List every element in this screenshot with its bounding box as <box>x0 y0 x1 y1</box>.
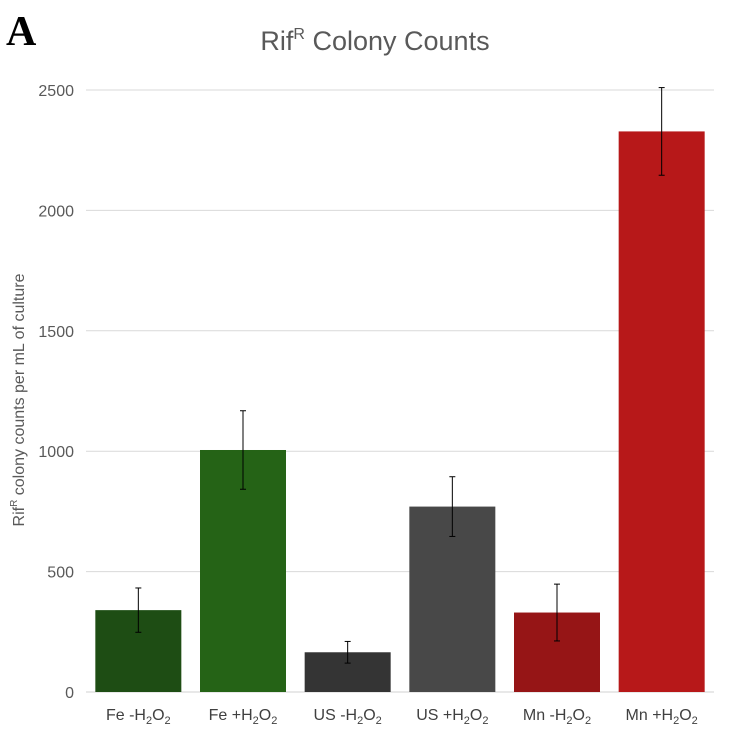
y-tick-label: 1500 <box>38 324 74 341</box>
x-tick-label-subscript: 2 <box>253 715 259 727</box>
y-axis-label-rest: colony counts per mL of culture <box>11 273 28 499</box>
error-bars <box>135 87 665 664</box>
x-tick-label-subscript: 2 <box>165 715 171 727</box>
gridlines <box>86 89 714 693</box>
x-tick-label-subscript: 2 <box>464 715 470 727</box>
x-tick-label: Fe -H2O2 <box>106 707 171 727</box>
chart-title: RifR Colony Counts <box>260 26 489 56</box>
y-axis-label: RifR colony counts per mL of culture <box>9 273 28 526</box>
y-axis-label-main: Rif <box>11 506 28 526</box>
y-tick-label: 2000 <box>38 203 74 220</box>
chart-title-superscript: R <box>293 26 305 43</box>
x-tick-label-subscript: 2 <box>673 715 679 727</box>
panel-label: A <box>6 9 37 55</box>
chart-title-rest: Colony Counts <box>305 26 490 56</box>
x-tick-label-text: O <box>470 707 482 724</box>
x-tick-label-subscript: 2 <box>692 715 698 727</box>
y-tick-labels: 0 500 1000 1500 2000 2500 <box>38 83 74 702</box>
bars <box>95 131 705 692</box>
x-tick-label-text: O <box>152 707 164 724</box>
chart-title-main: Rif <box>260 26 293 56</box>
x-tick-label: Fe +H2O2 <box>209 707 278 727</box>
x-tick-label-subscript: 2 <box>357 715 363 727</box>
x-tick-label-subscript: 2 <box>566 715 572 727</box>
x-tick-labels: Fe -H2O2 Fe +H2O2 US -H2O2 US +H2O2 Mn -H2O2… <box>106 707 698 727</box>
x-tick-label: US +H2O2 <box>416 707 488 727</box>
x-tick-label-text: Mn -H <box>523 707 567 724</box>
bar <box>618 131 705 692</box>
y-axis-label-superscript: R <box>9 500 20 507</box>
x-tick-label-subscript: 2 <box>271 715 277 727</box>
bar <box>200 449 286 692</box>
y-tick-label: 1000 <box>38 444 74 461</box>
x-tick-label-text: Mn +H <box>626 707 674 724</box>
x-tick-label-text: US -H <box>314 707 358 724</box>
x-tick-label: Mn -H2O2 <box>523 707 591 727</box>
x-tick-label-text: O <box>259 707 271 724</box>
x-tick-label-text: O <box>363 707 375 724</box>
x-tick-label-subscript: 2 <box>585 715 591 727</box>
y-tick-label: 0 <box>65 685 74 702</box>
x-tick-label-text: Fe +H <box>209 707 253 724</box>
x-tick-label: US -H2O2 <box>314 707 382 727</box>
x-tick-label: Mn +H2O2 <box>626 707 698 727</box>
x-tick-label-text: US +H <box>416 707 464 724</box>
x-tick-label-text: Fe -H <box>106 707 146 724</box>
y-tick-label: 500 <box>47 565 74 582</box>
x-tick-label-text: O <box>679 707 691 724</box>
y-tick-label: 2500 <box>38 83 74 100</box>
x-tick-label-subscript: 2 <box>146 715 152 727</box>
x-tick-label-subscript: 2 <box>376 715 382 727</box>
x-tick-label-text: O <box>573 707 585 724</box>
x-tick-label-subscript: 2 <box>482 715 488 727</box>
bar <box>409 506 496 692</box>
